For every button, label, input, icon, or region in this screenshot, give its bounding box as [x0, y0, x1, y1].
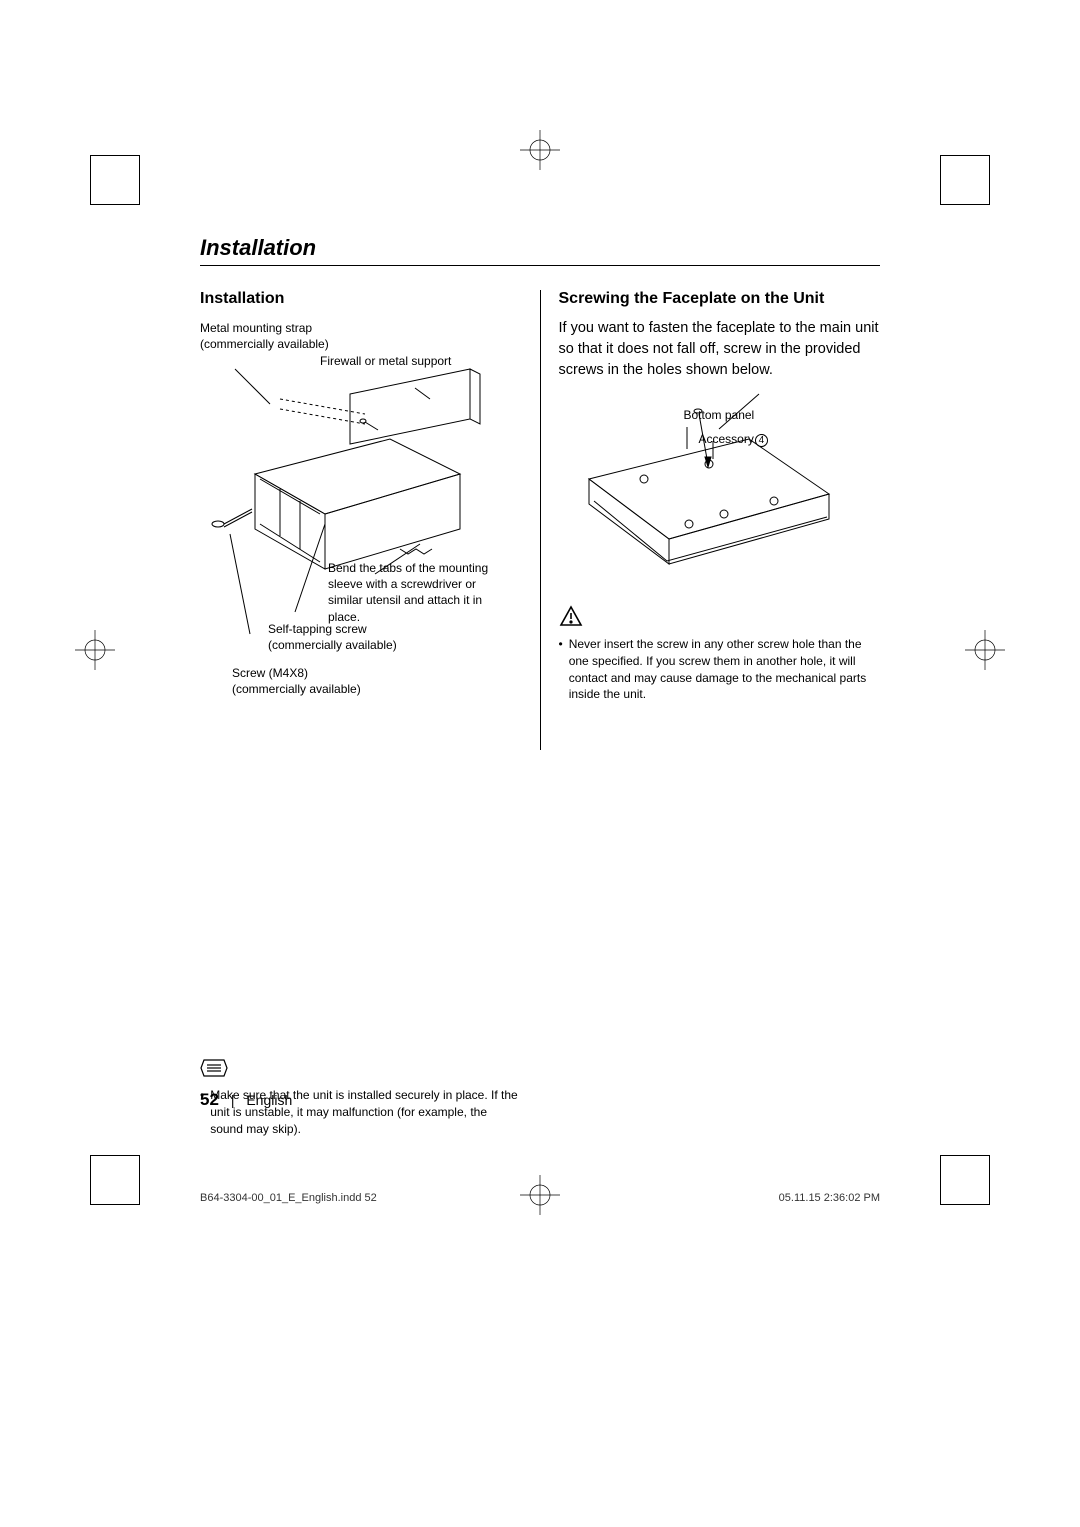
crop-box-bottom-left: [90, 1155, 140, 1205]
right-warning-text: Never insert the screw in any other scre…: [569, 636, 880, 703]
registration-mark-left: [75, 630, 115, 670]
callout-bottom-panel: Bottom panel: [684, 407, 755, 423]
section-title: Installation: [200, 235, 880, 266]
right-heading: Screwing the Faceplate on the Unit: [559, 290, 881, 308]
callout-bend-tabs: Bend the tabs of the mounting sleeve wit…: [328, 560, 498, 625]
crop-box-top-right: [940, 155, 990, 205]
note-icon: [200, 1058, 228, 1083]
registration-mark-right: [965, 630, 1005, 670]
print-footer: B64-3304-00_01_E_English.indd 52 05.11.1…: [200, 1192, 880, 1204]
page-footer: 52 | English: [200, 1090, 292, 1110]
footer-language: English: [246, 1092, 292, 1108]
two-column-layout: Installation Metal mounting strap (comme…: [200, 290, 880, 1137]
footer-separator: |: [231, 1092, 235, 1108]
callout-strap: Metal mounting strap (commercially avail…: [200, 320, 360, 352]
right-column: Screwing the Faceplate on the Unit If yo…: [559, 290, 881, 1137]
column-divider: [540, 290, 541, 750]
callout-accessory: Accessory4: [699, 431, 768, 447]
bullet-icon: •: [559, 636, 563, 703]
print-timestamp: 05.11.15 2:36:02 PM: [779, 1192, 880, 1204]
faceplate-diagram: Bottom panel Accessory4: [559, 389, 881, 589]
warning-icon: [559, 605, 583, 632]
accessory-number-badge: 4: [755, 434, 768, 447]
crop-box-top-left: [90, 155, 140, 205]
right-intro: If you want to fasten the faceplate to t…: [559, 318, 881, 381]
page-content: Installation Installation Metal mounting…: [200, 235, 880, 1137]
page-number: 52: [200, 1090, 219, 1109]
right-warning: • Never insert the screw in any other sc…: [559, 636, 881, 703]
print-file: B64-3304-00_01_E_English.indd 52: [200, 1192, 377, 1204]
accessory-label: Accessory: [699, 432, 754, 446]
registration-mark-top: [520, 130, 560, 170]
callout-self-tapping: Self-tapping screw (commercially availab…: [268, 621, 438, 653]
left-heading: Installation: [200, 290, 522, 308]
callout-screw-m4x8: Screw (M4X8) (commercially available): [232, 665, 402, 697]
left-column: Installation Metal mounting strap (comme…: [200, 290, 522, 1137]
crop-box-bottom-right: [940, 1155, 990, 1205]
